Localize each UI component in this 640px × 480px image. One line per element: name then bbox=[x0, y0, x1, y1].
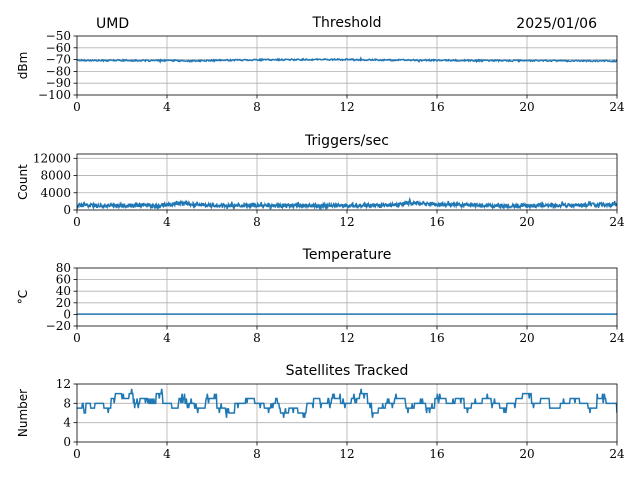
x-tick-label: 20 bbox=[519, 100, 534, 114]
x-tick-label: 8 bbox=[253, 215, 261, 229]
x-tick-label: 24 bbox=[609, 215, 625, 229]
x-tick-label: 0 bbox=[73, 447, 81, 461]
y-axis-label: Number bbox=[16, 389, 30, 437]
chart-title: Threshold bbox=[312, 15, 382, 31]
chart-title: Temperature bbox=[302, 247, 392, 263]
y-tick-label: 8000 bbox=[40, 169, 71, 183]
y-tick-label: 4000 bbox=[40, 186, 71, 200]
x-tick-label: 20 bbox=[519, 447, 534, 461]
series-line bbox=[77, 56, 617, 64]
y-tick-label: −50 bbox=[46, 29, 71, 43]
series-line bbox=[77, 196, 617, 210]
x-tick-label: 4 bbox=[163, 100, 171, 114]
x-tick-label: 12 bbox=[339, 331, 354, 345]
x-tick-label: 24 bbox=[609, 331, 625, 345]
threshold-panel: 0 4 8 12 16 20 24 −100−90−80−70−60−50 Threshold d… bbox=[16, 15, 625, 114]
y-tick-label: −60 bbox=[46, 41, 71, 55]
chart-title: Triggers/sec bbox=[304, 133, 389, 149]
y-tick-label: 0 bbox=[63, 307, 71, 321]
y-tick-label: 40 bbox=[56, 284, 71, 298]
x-tick-label: 24 bbox=[609, 447, 625, 461]
x-tick-label: 16 bbox=[429, 100, 444, 114]
x-tick-label: 12 bbox=[339, 100, 354, 114]
y-tick-label: 12000 bbox=[33, 151, 71, 165]
y-tick-label: −90 bbox=[46, 76, 71, 90]
y-tick-label: −80 bbox=[46, 64, 71, 78]
x-tick-label: 16 bbox=[429, 447, 444, 461]
y-tick-label: 60 bbox=[56, 273, 71, 287]
y-tick-label: −100 bbox=[38, 88, 71, 102]
x-tick-label: 12 bbox=[339, 215, 354, 229]
triggers-panel: 0 4 8 12 16 20 24 0 4000 8000 12000 Triggers/sec Cou… bbox=[16, 133, 625, 229]
y-tick-label: 8 bbox=[63, 396, 71, 410]
chart-title: Satellites Tracked bbox=[286, 363, 409, 379]
x-tick-label: 4 bbox=[163, 215, 171, 229]
x-tick-label: 16 bbox=[429, 331, 444, 345]
x-tick-label: 20 bbox=[519, 215, 534, 229]
x-tick-label: 12 bbox=[339, 447, 354, 461]
y-tick-label: 80 bbox=[56, 261, 71, 275]
y-tick-label: −70 bbox=[46, 53, 71, 67]
series-line bbox=[77, 388, 617, 418]
y-axis-label: °C bbox=[16, 290, 30, 304]
x-tick-label: 0 bbox=[73, 100, 81, 114]
x-tick-label: 4 bbox=[163, 331, 171, 345]
y-tick-label: 20 bbox=[56, 296, 71, 310]
satellites-panel: 0 4 8 12 16 20 24 0 4 8 12 Satellites Tracked Number bbox=[16, 363, 625, 461]
x-tick-label: 0 bbox=[73, 215, 81, 229]
y-tick-label: 12 bbox=[56, 377, 71, 391]
station-label: UMD bbox=[96, 16, 129, 32]
date-label: 2025/01/06 bbox=[516, 16, 597, 32]
x-tick-label: 8 bbox=[253, 447, 261, 461]
y-axis-label: Count bbox=[16, 164, 30, 200]
x-tick-label: 8 bbox=[253, 331, 261, 345]
x-tick-label: 20 bbox=[519, 331, 534, 345]
y-tick-label: 0 bbox=[63, 203, 71, 217]
y-tick-label: 4 bbox=[63, 416, 71, 430]
y-tick-label: 0 bbox=[63, 435, 71, 449]
x-tick-label: 24 bbox=[609, 100, 625, 114]
y-axis-label: dBm bbox=[16, 52, 30, 80]
x-tick-label: 8 bbox=[253, 100, 261, 114]
x-tick-label: 16 bbox=[429, 215, 444, 229]
x-tick-label: 4 bbox=[163, 447, 171, 461]
y-tick-label: −20 bbox=[46, 319, 71, 333]
x-tick-label: 0 bbox=[73, 331, 81, 345]
